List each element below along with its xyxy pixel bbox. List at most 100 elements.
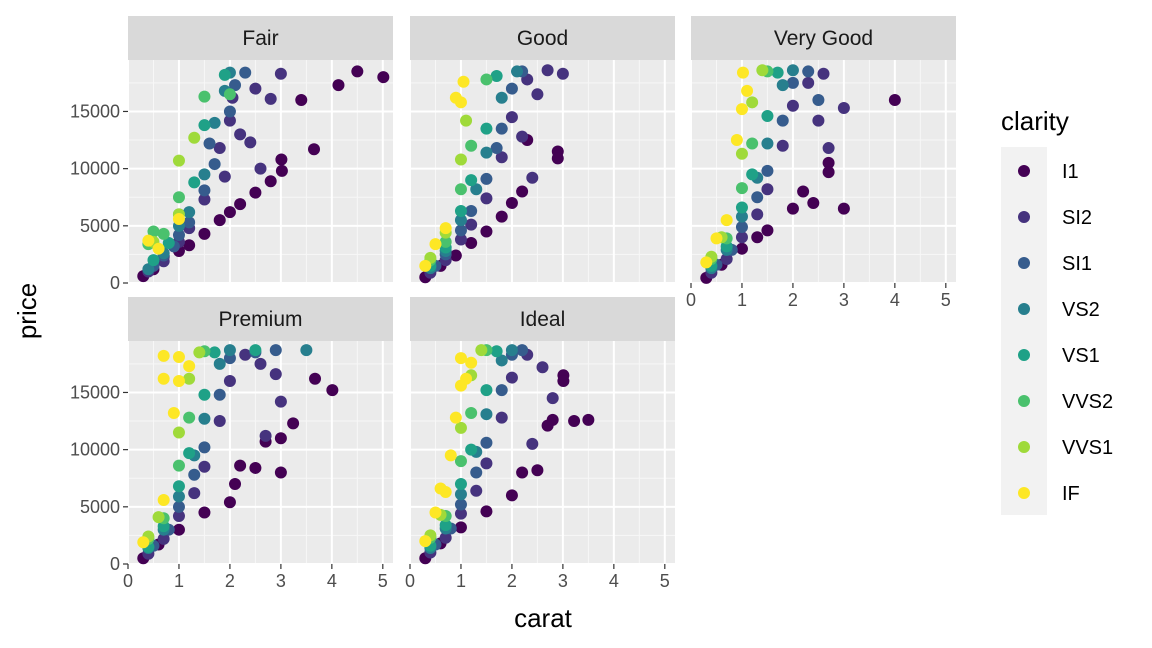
scatter-point-vvs1: [172, 426, 185, 439]
scatter-point-si2: [761, 183, 774, 196]
scatter-point-si2: [546, 392, 559, 405]
scatter-point-si2: [223, 375, 236, 388]
scatter-point-si2: [239, 348, 252, 361]
scatter-point-vvs1: [735, 147, 748, 160]
legend-label-if: IF: [1062, 483, 1080, 505]
scatter-point-si2: [837, 102, 850, 115]
scatter-point-i1: [797, 185, 810, 198]
scatter-point-si2: [812, 114, 825, 127]
scatter-point-si2: [480, 192, 493, 205]
scatter-point-si2: [495, 151, 508, 164]
scatter-point-vs1: [218, 68, 231, 81]
scatter-point-vs2: [183, 206, 196, 219]
points-group: [700, 64, 901, 284]
scatter-point-si1: [223, 105, 236, 118]
x-tick-label: 5: [941, 290, 951, 310]
facet-strip-label: Good: [517, 27, 568, 50]
legend-label-si1: SI1: [1062, 253, 1092, 275]
x-tick-label: 2: [788, 290, 798, 310]
legend-key-vvs1: [1018, 441, 1030, 453]
legend-key-background: [1001, 147, 1047, 515]
y-tick-label: 5000: [80, 497, 120, 517]
scatter-point-i1: [275, 153, 288, 166]
scatter-point-vvs2: [439, 235, 452, 248]
scatter-point-i1: [326, 384, 339, 397]
scatter-point-i1: [888, 94, 901, 107]
scatter-point-if: [465, 356, 478, 369]
scatter-point-i1: [234, 198, 247, 211]
scatter-point-vvs1: [454, 153, 467, 166]
scatter-point-si2: [776, 139, 789, 152]
points-group: [419, 64, 569, 284]
scatter-point-vs2: [454, 488, 467, 501]
x-tick-label: 0: [405, 571, 415, 591]
scatter-point-si2: [254, 357, 267, 370]
legend-key-si2: [1018, 211, 1030, 223]
scatter-point-si1: [776, 114, 789, 127]
scatter-point-si1: [490, 142, 503, 155]
scatter-point-si2: [470, 484, 483, 497]
scatter-point-vs2: [470, 183, 483, 196]
scatter-point-si1: [203, 137, 216, 150]
scatter-point-si1: [495, 384, 508, 397]
scatter-point-i1: [264, 175, 277, 188]
scatter-point-i1: [786, 202, 799, 215]
scatter-point-if: [449, 411, 462, 424]
scatter-point-i1: [516, 185, 529, 198]
scatter-point-vvs1: [193, 346, 206, 359]
facet-panels: Fair Good Very Good Premium Ideal: [127, 16, 956, 565]
scatter-point-si1: [454, 224, 467, 237]
scatter-point-vs1: [249, 344, 262, 357]
x-tick-label: 1: [174, 571, 184, 591]
scatter-point-i1: [309, 372, 322, 385]
scatter-point-vs1: [172, 480, 185, 493]
scatter-point-i1: [454, 521, 467, 534]
scatter-point-vvs2: [198, 90, 211, 103]
scatter-point-if: [434, 482, 447, 495]
scatter-point-i1: [465, 236, 478, 249]
scatter-point-si2: [213, 415, 226, 428]
facet-panel-premium: Premium: [127, 297, 393, 565]
scatter-point-i1: [213, 214, 226, 227]
scatter-point-vvs2: [454, 183, 467, 196]
scatter-point-i1: [198, 227, 211, 240]
scatter-point-vs2: [505, 344, 518, 357]
scatter-point-si1: [213, 388, 226, 401]
scatter-point-si2: [735, 231, 748, 244]
scatter-point-vs2: [198, 168, 211, 181]
scatter-point-si2: [274, 67, 287, 80]
scatter-point-si1: [761, 164, 774, 177]
scatter-point-if: [710, 232, 723, 245]
x-tick-label: 3: [839, 290, 849, 310]
scatter-point-si1: [198, 441, 211, 454]
scatter-point-si2: [254, 162, 267, 175]
scatter-point-vs2: [480, 146, 493, 159]
scatter-point-i1: [822, 166, 835, 179]
scatter-point-si2: [249, 82, 262, 95]
scatter-point-si2: [223, 114, 236, 127]
scatter-point-if: [457, 75, 470, 88]
facet-strip-premium: [128, 297, 393, 341]
scatter-point-vvs1: [188, 131, 201, 144]
scatter-point-si1: [480, 172, 493, 185]
scatter-point-vs1: [454, 204, 467, 217]
scatter-point-si1: [172, 500, 185, 513]
scatter-point-i1: [807, 196, 820, 209]
scatter-point-vs2: [142, 263, 155, 276]
scatter-point-si2: [439, 531, 452, 544]
scatter-point-si1: [516, 344, 529, 357]
x-axis-title: carat: [514, 603, 573, 633]
scatter-point-vvs1: [152, 511, 165, 524]
facet-strip-label: Very Good: [774, 27, 873, 50]
facet-strip-very-good: [691, 16, 956, 60]
scatter-point-if: [172, 351, 185, 364]
scatter-point-vs2: [776, 79, 789, 92]
scatter-point-if: [700, 256, 713, 269]
scatter-point-i1: [531, 464, 544, 477]
scatter-point-vvs2: [465, 407, 478, 420]
facet-strip-fair: [128, 16, 393, 60]
scatter-point-si2: [172, 509, 185, 522]
scatter-point-si2: [259, 429, 272, 442]
scatter-point-si1: [751, 191, 764, 204]
